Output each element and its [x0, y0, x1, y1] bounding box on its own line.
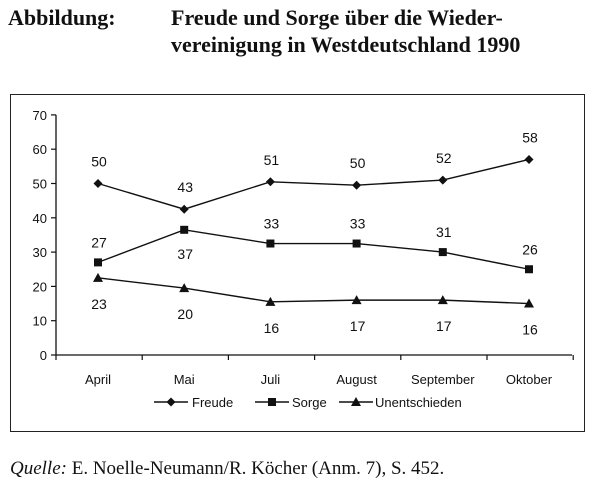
- x-tick-label: Juli: [261, 372, 281, 387]
- series-line-unentschieden: [97, 277, 530, 305]
- data-point-sorge: [352, 239, 361, 248]
- data-label-freude: 58: [522, 129, 538, 145]
- source-text: E. Noelle-Neumann/R. Köcher (Anm. 7), S.…: [66, 458, 445, 479]
- source-label: Quelle:: [10, 458, 67, 479]
- data-label-sorge: 31: [436, 224, 452, 240]
- legend-marker-freude: [166, 397, 176, 407]
- series-line-freude: [97, 158, 530, 210]
- data-label-freude: 43: [177, 179, 193, 195]
- series-line-sorge: [97, 229, 530, 270]
- data-label-freude: 52: [436, 150, 452, 166]
- x-tick-label: September: [411, 372, 475, 387]
- data-label-unentschieden: 16: [522, 322, 538, 338]
- y-tick-label: 70: [33, 108, 47, 123]
- y-tick-label: 30: [33, 245, 47, 260]
- data-label-unentschieden: 17: [436, 318, 452, 334]
- data-point-sorge: [180, 225, 189, 234]
- data-label-freude: 50: [350, 155, 366, 171]
- data-point-sorge: [94, 258, 102, 267]
- x-tick-label: Mai: [174, 372, 195, 387]
- figure-title: Abbildung: Freude und Sorge über die Wie…: [8, 4, 598, 58]
- legend-label-sorge: Sorge: [292, 395, 327, 410]
- data-label-sorge: 37: [177, 246, 193, 262]
- data-point-sorge: [438, 248, 447, 257]
- data-point-unentschieden: [437, 295, 448, 305]
- data-point-freude: [438, 175, 448, 185]
- y-tick-label: 0: [40, 348, 47, 363]
- y-tick-label: 40: [33, 211, 47, 226]
- line-chart: 0 10 20 30 40 50 60 70 April Mai Juli August Septemb…: [33, 108, 574, 410]
- data-label-sorge: 26: [522, 241, 538, 257]
- legend-label-freude: Freude: [192, 395, 233, 410]
- y-tick-label: 50: [33, 177, 47, 192]
- x-tick-label: April: [85, 372, 111, 387]
- legend-marker-sorge: [268, 398, 276, 406]
- data-label-unentschieden: 23: [91, 296, 107, 312]
- data-point-freude: [93, 179, 103, 188]
- data-label-unentschieden: 20: [177, 306, 193, 322]
- x-tick-label: Oktober: [506, 372, 553, 387]
- data-label-unentschieden: 16: [264, 320, 280, 336]
- figure-title-line-1: Freude und Sorge über die Wieder-: [171, 5, 503, 30]
- data-point-unentschieden: [179, 283, 190, 293]
- figure-title-line-2: vereinigung in Westdeutschland 1990: [171, 32, 521, 57]
- legend-marker-unentschieden: [351, 397, 361, 406]
- y-tick-label: 60: [33, 142, 47, 157]
- legend-label-unentschieden: Unentschieden: [375, 395, 462, 410]
- data-label-sorge: 33: [350, 216, 366, 232]
- data-point-freude: [179, 204, 189, 214]
- data-point-unentschieden: [351, 295, 362, 305]
- y-tick-label: 10: [33, 314, 47, 329]
- data-point-unentschieden: [93, 272, 103, 282]
- data-point-freude: [524, 154, 534, 164]
- source-note: Quelle: E. Noelle-Neumann/R. Köcher (Anm…: [10, 458, 444, 480]
- data-point-freude: [265, 177, 275, 187]
- data-point-freude: [352, 180, 362, 190]
- data-point-unentschieden: [524, 298, 534, 308]
- data-point-sorge: [525, 265, 533, 274]
- chart-frame: 0 10 20 30 40 50 60 70 April Mai Juli August Septemb…: [10, 94, 585, 432]
- x-tick-label: August: [336, 372, 377, 387]
- data-point-unentschieden: [265, 296, 276, 306]
- data-label-freude: 51: [264, 152, 280, 168]
- figure-title-label: Abbildung:: [8, 5, 116, 30]
- data-point-sorge: [266, 239, 275, 248]
- data-label-sorge: 27: [91, 234, 107, 250]
- data-label-freude: 50: [91, 154, 107, 170]
- data-label-sorge: 33: [264, 216, 280, 232]
- data-label-unentschieden: 17: [350, 318, 366, 334]
- y-tick-label: 20: [33, 279, 47, 294]
